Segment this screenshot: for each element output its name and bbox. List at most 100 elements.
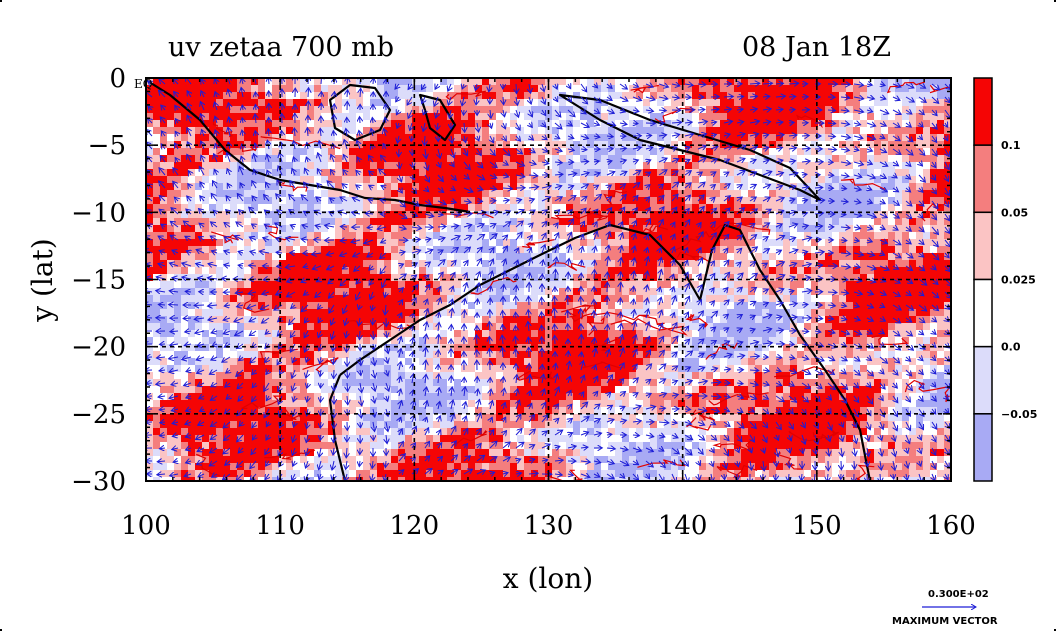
field-cell xyxy=(258,379,266,387)
field-cell xyxy=(874,246,882,254)
field-cell xyxy=(496,78,504,86)
field-cell xyxy=(391,330,399,338)
field-cell xyxy=(881,372,889,380)
field-cell xyxy=(559,183,567,191)
field-cell xyxy=(587,225,595,233)
field-cell xyxy=(636,232,644,240)
field-cell xyxy=(174,281,182,289)
field-cell xyxy=(517,225,525,233)
field-cell xyxy=(412,253,420,261)
field-cell xyxy=(629,281,637,289)
field-cell xyxy=(685,365,693,373)
field-cell xyxy=(720,162,728,170)
field-cell xyxy=(279,155,287,163)
field-cell xyxy=(195,281,203,289)
field-cell xyxy=(454,253,462,261)
field-cell xyxy=(860,155,868,163)
field-cell xyxy=(818,267,826,275)
field-cell xyxy=(699,295,707,303)
field-cell xyxy=(230,169,238,177)
field-cell xyxy=(328,365,336,373)
field-cell xyxy=(195,316,203,324)
field-cell xyxy=(370,162,378,170)
field-cell xyxy=(153,344,161,352)
field-cell xyxy=(370,218,378,226)
field-cell xyxy=(349,358,357,366)
field-cell xyxy=(769,309,777,317)
field-cell xyxy=(293,302,301,310)
field-cell xyxy=(251,176,259,184)
field-cell xyxy=(944,127,951,135)
field-cell xyxy=(615,351,623,359)
field-cell xyxy=(307,155,315,163)
field-cell xyxy=(923,120,931,128)
field-cell xyxy=(146,106,154,114)
field-cell xyxy=(377,85,385,93)
field-cell xyxy=(300,351,308,359)
field-cell xyxy=(426,372,434,380)
field-cell xyxy=(888,176,896,184)
field-cell xyxy=(664,246,672,254)
field-cell xyxy=(370,120,378,128)
field-cell xyxy=(447,148,455,156)
field-cell xyxy=(692,358,700,366)
field-cell xyxy=(503,148,511,156)
field-cell xyxy=(440,176,448,184)
field-cell xyxy=(300,239,308,247)
field-cell xyxy=(174,302,182,310)
field-cell xyxy=(930,288,938,296)
field-cell xyxy=(258,183,266,191)
field-cell xyxy=(636,92,644,100)
field-cell xyxy=(615,260,623,268)
field-cell xyxy=(741,127,749,135)
field-cell xyxy=(279,197,287,205)
field-cell xyxy=(475,323,483,331)
field-cell xyxy=(860,288,868,296)
field-cell xyxy=(216,288,224,296)
field-cell xyxy=(930,358,938,366)
field-cell xyxy=(797,197,805,205)
field-cell xyxy=(734,281,742,289)
field-cell xyxy=(643,204,651,212)
field-cell xyxy=(405,169,413,177)
field-cell xyxy=(412,232,420,240)
field-cell xyxy=(818,316,826,324)
field-cell xyxy=(419,253,427,261)
field-cell xyxy=(258,134,266,142)
field-cell xyxy=(895,232,903,240)
field-cell xyxy=(622,246,630,254)
field-cell xyxy=(335,169,343,177)
field-cell xyxy=(643,253,651,261)
field-cell xyxy=(538,78,546,86)
field-cell xyxy=(643,85,651,93)
field-cell xyxy=(398,358,406,366)
field-cell xyxy=(328,85,336,93)
field-cell xyxy=(636,204,644,212)
field-cell xyxy=(699,253,707,261)
field-cell xyxy=(195,155,203,163)
field-cell xyxy=(244,204,252,212)
field-cell xyxy=(825,92,833,100)
field-cell xyxy=(167,106,175,114)
field-cell xyxy=(783,253,791,261)
field-cell xyxy=(202,155,210,163)
field-cell xyxy=(433,330,441,338)
field-cell xyxy=(146,183,154,191)
field-cell xyxy=(825,148,833,156)
field-cell xyxy=(279,267,287,275)
field-cell xyxy=(209,358,217,366)
field-cell xyxy=(678,372,686,380)
field-cell xyxy=(888,218,896,226)
field-cell xyxy=(622,330,630,338)
field-cell xyxy=(188,211,196,219)
field-cell xyxy=(314,295,322,303)
field-cell xyxy=(664,253,672,261)
field-cell xyxy=(405,253,413,261)
field-cell xyxy=(853,253,861,261)
field-cell xyxy=(832,288,840,296)
field-cell xyxy=(804,267,812,275)
field-cell xyxy=(251,92,259,100)
field-cell xyxy=(209,365,217,373)
field-cell xyxy=(797,288,805,296)
field-cell xyxy=(363,120,371,128)
